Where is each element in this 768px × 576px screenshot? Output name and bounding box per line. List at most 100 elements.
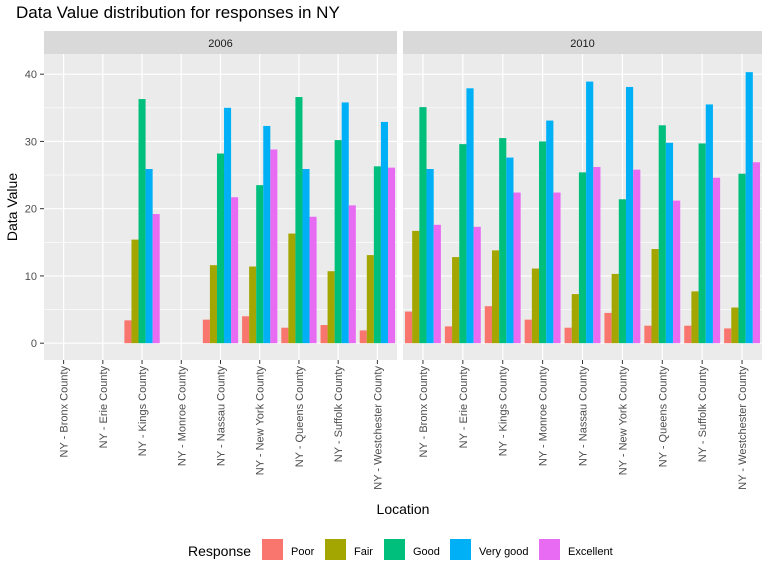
legend-label: Poor: [291, 546, 315, 558]
bar-good: [295, 97, 303, 344]
x-tick-label: NY - Bronx County: [418, 366, 430, 458]
bar-good: [499, 138, 507, 344]
bar-good: [138, 99, 146, 344]
bar-excellent: [387, 167, 396, 344]
legend-label: Excellent: [568, 546, 613, 558]
facet-strip: [44, 31, 397, 54]
bar-excellent: [513, 192, 521, 344]
bar-poor: [242, 316, 250, 344]
bar-fair: [366, 255, 374, 344]
bar-good: [618, 199, 626, 344]
legend-label: Fair: [354, 546, 373, 558]
x-tick-label: NY - Suffolk County: [697, 366, 709, 463]
bar-very-good: [380, 121, 388, 344]
facet-strip: [403, 31, 762, 54]
bar-poor: [124, 320, 132, 344]
bar-good: [459, 144, 467, 344]
bar-very-good: [466, 88, 474, 344]
bar-poor: [281, 327, 289, 344]
bar-poor: [684, 325, 692, 344]
bar-poor: [484, 306, 492, 344]
bar-poor: [320, 325, 328, 344]
bar-very-good: [665, 142, 674, 344]
bar-good: [334, 140, 342, 344]
x-tick-label: NY - Queens County: [294, 366, 306, 468]
legend-key-good: [384, 539, 405, 560]
bar-fair: [651, 249, 659, 344]
bar-poor: [724, 328, 732, 344]
bar-poor: [524, 319, 532, 344]
x-tick-label: NY - New York County: [617, 366, 629, 476]
bar-very-good: [302, 169, 310, 344]
chart-title: Data Value distribution for responses in…: [16, 3, 340, 22]
x-tick-label: NY - Erie County: [98, 366, 110, 449]
y-tick-label: 30: [25, 136, 37, 148]
bar-very-good: [341, 102, 349, 344]
bar-excellent: [593, 166, 601, 344]
x-axis-title: Location: [377, 501, 430, 517]
bar-excellent: [752, 162, 761, 344]
bar-very-good: [224, 107, 232, 344]
legend-title: Response: [188, 543, 251, 559]
bar-excellent: [270, 149, 278, 344]
x-tick-label: NY - Queens County: [657, 366, 669, 468]
bar-good: [256, 185, 264, 344]
y-tick-label: 10: [25, 271, 37, 283]
x-tick-label: NY - Suffolk County: [333, 366, 345, 463]
x-tick-label: NY - Nassau County: [578, 366, 590, 467]
bar-fair: [571, 294, 579, 344]
y-axis-title: Data Value: [4, 173, 20, 241]
bar-excellent: [309, 216, 317, 344]
bar-excellent: [633, 169, 641, 344]
bar-good: [216, 153, 225, 344]
bar-good: [419, 107, 427, 344]
bar-good: [658, 125, 666, 344]
bar-very-good: [705, 104, 713, 344]
legend-label: Good: [413, 546, 440, 558]
x-tick-label: NY - Westchester County: [372, 366, 384, 490]
bar-fair: [288, 233, 296, 344]
x-tick-label: NY - Kings County: [137, 366, 149, 457]
x-tick-label: NY - Kings County: [498, 366, 510, 457]
bar-excellent: [152, 214, 160, 344]
bar-fair: [691, 291, 699, 344]
legend-key-fair: [325, 539, 346, 560]
y-tick-label: 20: [25, 204, 37, 216]
bar-very-good: [586, 81, 594, 344]
bar-excellent: [553, 192, 561, 344]
bar-good: [578, 172, 587, 344]
bar-good: [373, 166, 381, 344]
y-tick-label: 40: [25, 69, 37, 81]
x-tick-label: NY - Nassau County: [216, 366, 228, 467]
bar-very-good: [145, 169, 153, 344]
bar-very-good: [426, 169, 434, 344]
x-tick-label: NY - Bronx County: [59, 366, 71, 458]
bar-fair: [731, 307, 739, 344]
bar-excellent: [348, 205, 356, 344]
legend-key-excellent: [539, 539, 560, 560]
bar-poor: [604, 312, 612, 344]
bar-fair: [131, 239, 139, 344]
bar-excellent: [712, 177, 721, 344]
bar-poor: [359, 330, 367, 344]
legend-key-poor: [262, 539, 283, 560]
x-tick-label: NY - New York County: [255, 366, 267, 476]
bar-excellent: [231, 197, 239, 344]
bar-poor: [644, 325, 652, 344]
bar-very-good: [745, 72, 753, 344]
bar-poor: [404, 311, 413, 344]
legend-key-very-good: [450, 539, 471, 560]
bar-excellent: [473, 226, 481, 344]
bar-fair: [209, 265, 217, 344]
bar-good: [539, 141, 547, 344]
x-tick-label: NY - Monroe County: [176, 366, 188, 467]
bar-fair: [452, 257, 460, 344]
y-tick-label: 0: [31, 338, 37, 350]
facet-label: 2006: [208, 38, 232, 50]
x-tick-label: NY - Erie County: [458, 366, 470, 449]
legend-label: Very good: [479, 546, 529, 558]
bar-fair: [491, 250, 500, 344]
bar-good: [738, 173, 746, 344]
bar-fair: [412, 230, 420, 344]
x-tick-label: NY - Westchester County: [737, 366, 749, 490]
